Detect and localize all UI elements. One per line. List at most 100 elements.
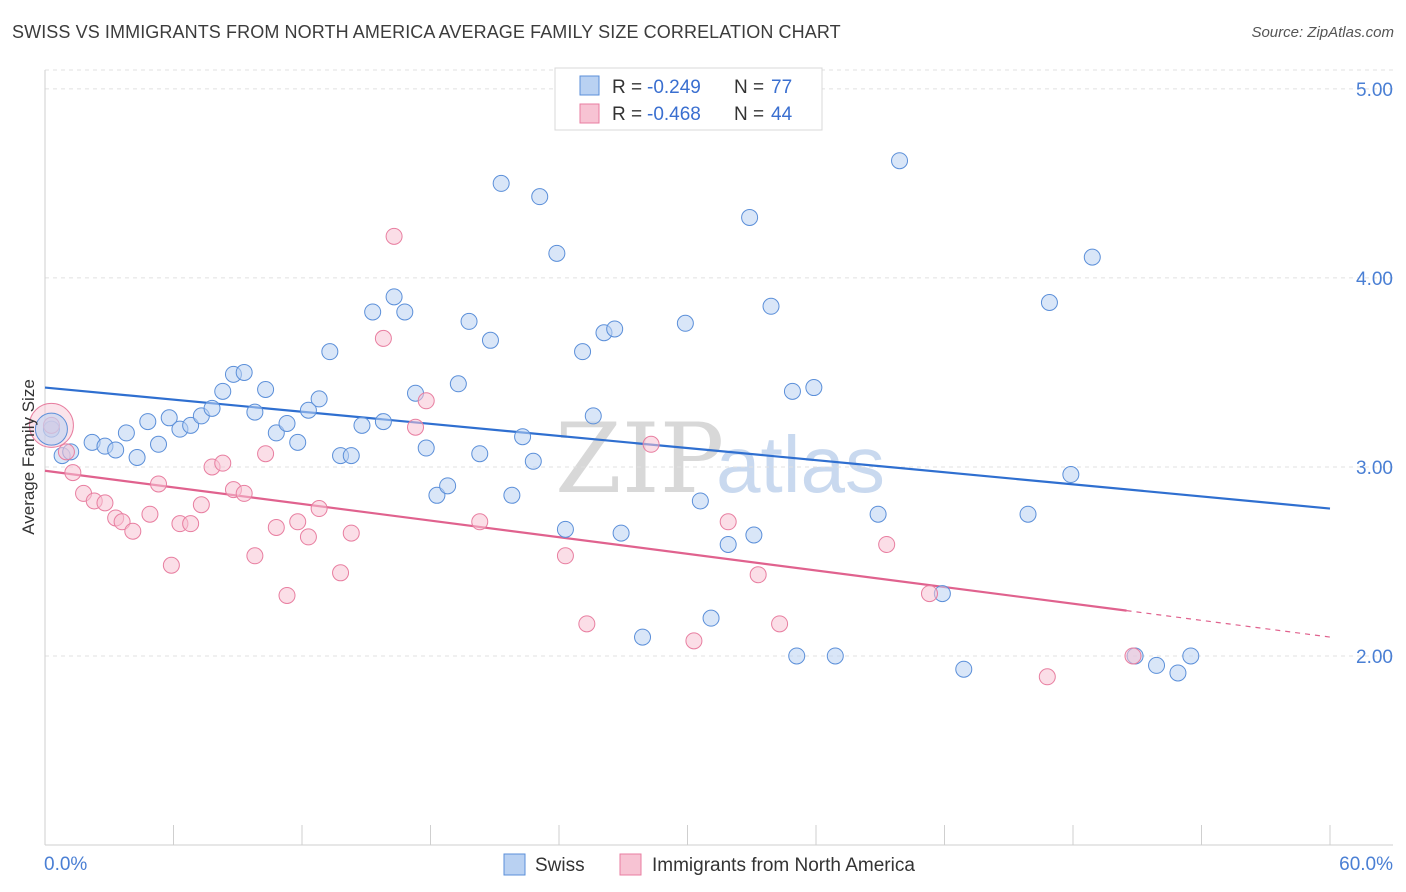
- point-swiss: [182, 416, 200, 434]
- point-swiss: [246, 403, 264, 421]
- point-immigrants: [471, 513, 489, 531]
- point-immigrants: [1124, 647, 1142, 665]
- point-swiss: [492, 174, 510, 192]
- point-immigrants: [556, 547, 574, 565]
- point-swiss: [471, 445, 489, 463]
- legend-swiss-r-value: -0.249: [647, 77, 701, 98]
- point-swiss-large: [34, 412, 68, 446]
- point-swiss: [321, 343, 339, 361]
- point-swiss: [1148, 656, 1166, 674]
- legend-swiss-r-label: R =: [612, 77, 642, 98]
- y-tick-label: 5.00: [1356, 80, 1393, 101]
- point-swiss: [524, 452, 542, 470]
- bottom-legend: Swiss Immigrants from North America: [503, 853, 915, 876]
- point-swiss: [1083, 248, 1101, 266]
- point-immigrants: [310, 500, 328, 518]
- point-swiss: [584, 407, 602, 425]
- point-immigrants: [124, 522, 142, 540]
- point-immigrants: [214, 454, 232, 472]
- grid: [45, 69, 1393, 657]
- point-swiss: [762, 297, 780, 315]
- point-swiss: [481, 331, 499, 349]
- point-swiss: [548, 244, 566, 262]
- point-swiss: [150, 435, 168, 453]
- point-swiss: [783, 382, 801, 400]
- point-swiss: [342, 447, 360, 465]
- point-immigrants: [113, 513, 131, 531]
- point-immigrants: [1038, 668, 1056, 686]
- legend: R = -0.249 N = 77 R = -0.468 N = 44: [554, 67, 823, 131]
- point-immigrants: [749, 566, 767, 584]
- point-immigrants: [182, 515, 200, 533]
- point-swiss: [891, 152, 909, 170]
- bottom-legend-swiss: Swiss: [535, 855, 585, 876]
- point-swiss: [235, 363, 253, 381]
- point-swiss: [745, 526, 763, 544]
- point-immigrants: [235, 484, 253, 502]
- legend-immigrants-r-label: R =: [612, 104, 642, 125]
- point-swiss: [1169, 664, 1187, 682]
- point-swiss: [869, 505, 887, 523]
- point-swiss: [214, 382, 232, 400]
- point-swiss: [385, 288, 403, 306]
- point-swiss: [128, 449, 146, 466]
- legend-immigrants-n-value: 44: [771, 104, 793, 125]
- point-swiss: [428, 486, 446, 504]
- point-swiss: [267, 424, 285, 442]
- y-axis-label: Average Family Size: [19, 379, 38, 535]
- point-immigrants: [719, 513, 737, 531]
- point-immigrants: [57, 443, 75, 461]
- point-swiss: [1019, 505, 1037, 523]
- points: [28, 152, 1200, 686]
- point-swiss: [117, 424, 135, 442]
- point-swiss: [396, 303, 414, 321]
- y-tick-label: 4.00: [1356, 269, 1393, 290]
- point-immigrants: [246, 547, 264, 565]
- chart-title: SWISS VS IMMIGRANTS FROM NORTH AMERICA A…: [12, 22, 841, 42]
- point-immigrants: [417, 392, 435, 410]
- point-swiss: [160, 409, 178, 427]
- point-swiss: [107, 441, 125, 459]
- chart-source: Source: ZipAtlas.com: [1251, 24, 1394, 41]
- bottom-legend-swatch-immigrants: [619, 853, 642, 876]
- point-swiss: [1182, 647, 1200, 665]
- point-swiss: [556, 520, 574, 538]
- bottom-legend-swatch-swiss: [503, 853, 526, 876]
- point-swiss: [203, 399, 221, 417]
- y-tick-labels: 2.00 3.00 4.00 5.00: [1356, 80, 1393, 668]
- point-swiss: [691, 492, 709, 510]
- point-swiss: [439, 477, 457, 495]
- point-swiss: [955, 660, 973, 678]
- point-immigrants: [374, 329, 392, 347]
- legend-immigrants-n-label: N =: [734, 104, 764, 125]
- point-immigrants: [332, 564, 350, 582]
- point-swiss: [1062, 466, 1080, 484]
- point-immigrants: [64, 464, 82, 482]
- point-immigrants: [267, 518, 285, 536]
- point-swiss: [612, 524, 630, 542]
- point-swiss: [514, 428, 532, 446]
- point-swiss: [289, 433, 307, 451]
- point-immigrants: [685, 632, 703, 650]
- point-immigrants: [578, 615, 596, 633]
- point-swiss: [299, 401, 317, 419]
- point-immigrants: [771, 615, 789, 633]
- point-immigrants: [642, 435, 660, 453]
- point-swiss: [278, 414, 296, 432]
- axes: [44, 70, 1393, 846]
- point-swiss: [531, 188, 549, 206]
- y-tick-label: 3.00: [1356, 458, 1393, 479]
- point-swiss: [1040, 294, 1058, 311]
- y-tick-label: 2.00: [1356, 647, 1393, 668]
- x-tick-label-max: 60.0%: [1339, 854, 1393, 875]
- trend-line-immigrants-extension: [1126, 610, 1331, 638]
- point-swiss: [574, 343, 592, 361]
- point-swiss: [503, 486, 521, 504]
- point-swiss: [676, 314, 694, 332]
- point-swiss: [805, 379, 823, 397]
- legend-swatch-swiss: [579, 75, 600, 96]
- point-swiss: [374, 413, 392, 431]
- legend-swiss-n-label: N =: [734, 77, 764, 98]
- point-immigrants: [289, 513, 307, 531]
